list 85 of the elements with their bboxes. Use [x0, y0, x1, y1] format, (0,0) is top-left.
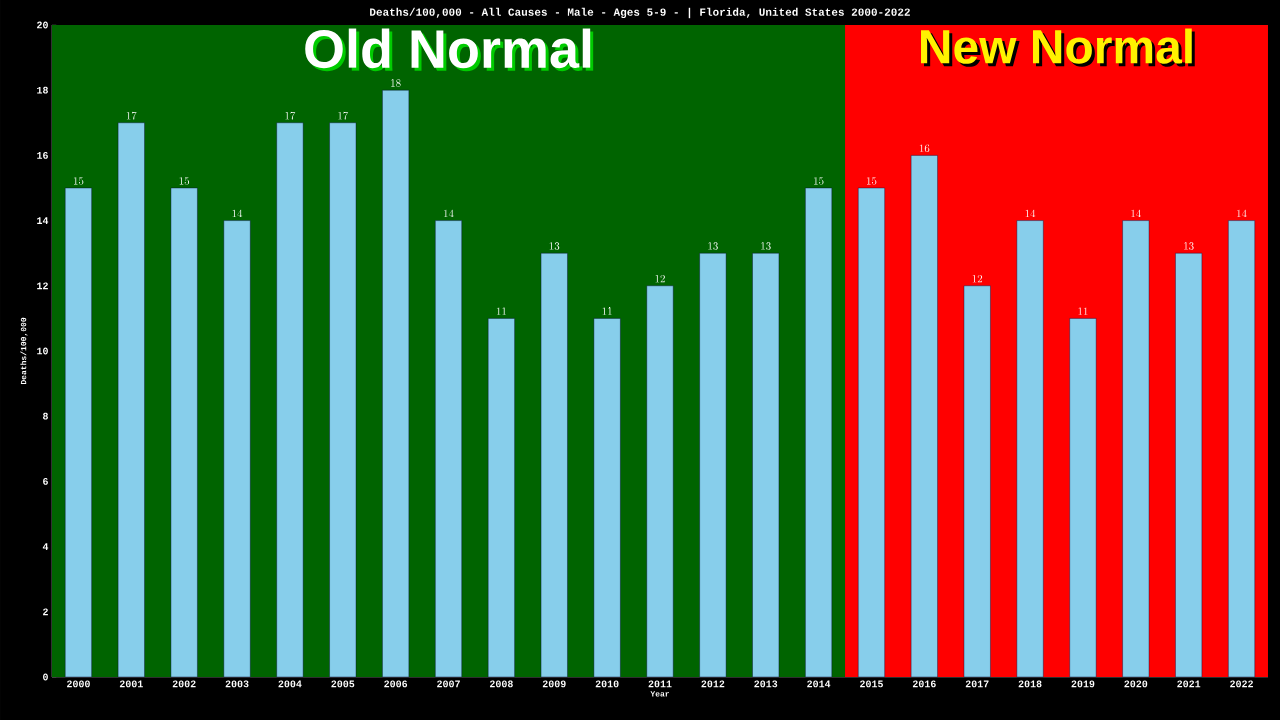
data-label: 14	[1237, 209, 1247, 218]
data-label: 15	[866, 177, 877, 185]
x-tick-label: 2000	[67, 680, 90, 688]
x-axis-title: Year	[650, 691, 670, 697]
x-tick-label: 2003	[225, 680, 249, 688]
x-tick-label: 2018	[1018, 680, 1042, 688]
x-tick-label: 2022	[1230, 680, 1253, 688]
x-tick-label: 2017	[965, 680, 989, 688]
data-label: 13	[708, 242, 718, 250]
bar	[170, 187, 198, 678]
y-tick-label: 0	[43, 673, 48, 681]
x-tick-label: 2015	[860, 680, 883, 688]
x-tick-label: 2010	[595, 680, 619, 688]
x-tick-label: 2007	[437, 680, 460, 688]
bar	[117, 122, 145, 678]
x-tick-label: 2012	[701, 680, 725, 688]
bar	[435, 220, 462, 678]
x-tick-label: 2001	[119, 680, 143, 688]
x-tick-label: 2004	[278, 680, 302, 688]
x-tick-label: 2016	[912, 680, 936, 688]
x-tick-label: 2020	[1124, 680, 1148, 688]
bar	[752, 252, 780, 678]
bar	[382, 89, 410, 678]
bar	[910, 155, 938, 678]
x-tick-label: 2021	[1177, 680, 1201, 688]
data-label: 11	[602, 307, 612, 315]
bar	[1175, 252, 1203, 678]
x-tick-label: 2005	[331, 680, 355, 688]
y-tick-label: 14	[37, 217, 49, 224]
data-label: 17	[126, 111, 137, 120]
bar	[65, 187, 92, 678]
bar	[963, 285, 991, 678]
y-tick-label: 8	[43, 412, 48, 420]
bar	[1122, 220, 1150, 678]
data-label: 13	[761, 242, 771, 250]
x-tick-label: 2009	[542, 680, 566, 688]
bar	[540, 252, 568, 678]
bar	[329, 122, 357, 678]
y-tick-label: 16	[37, 151, 48, 159]
data-label: 13	[549, 242, 560, 250]
x-tick-label: 2008	[489, 680, 513, 688]
bar	[223, 220, 251, 678]
y-tick-label: 10	[37, 347, 48, 355]
y-tick-label: 2	[43, 608, 48, 616]
bar	[276, 122, 304, 678]
bar	[1228, 220, 1255, 678]
bar	[858, 187, 885, 678]
x-tick-label: 2006	[384, 680, 408, 688]
data-label: 14	[444, 209, 454, 218]
data-label: 15	[73, 177, 84, 185]
bar	[1016, 220, 1044, 678]
y-axis-title: Deaths/100,000	[20, 317, 28, 385]
x-tick-label: 2002	[172, 680, 196, 688]
y-tick-label: 4	[42, 543, 49, 550]
chart-title: Deaths/100,000 - All Causes - Male - Ages 5-9 - | Florida, United States 2000-2022	[370, 7, 910, 19]
data-label: 14	[1131, 209, 1141, 218]
band-label: Old Normal	[305, 28, 591, 69]
bar	[805, 187, 833, 678]
y-tick-label: 18	[37, 86, 48, 94]
bar	[1069, 318, 1097, 678]
data-label: 14	[232, 209, 243, 218]
data-label: 16	[919, 144, 930, 153]
x-tick-label: 2011	[648, 680, 672, 688]
bar	[487, 318, 515, 678]
bar	[699, 252, 727, 678]
x-tick-label: 2013	[754, 680, 778, 688]
data-label: 17	[338, 111, 349, 120]
y-tick-label: 6	[43, 477, 48, 485]
data-label: 12	[655, 274, 665, 283]
data-label: 17	[285, 111, 296, 120]
x-tick-label: 2014	[807, 680, 831, 688]
data-label: 14	[1025, 209, 1036, 218]
bar	[593, 318, 621, 678]
band-label: New Normal	[921, 28, 1192, 64]
data-label: 15	[179, 177, 190, 185]
y-tick-label: 20	[37, 21, 48, 29]
data-label: 11	[1078, 307, 1088, 315]
data-label: 18	[391, 79, 401, 87]
x-tick-label: 2019	[1071, 680, 1095, 688]
data-label: 15	[814, 177, 824, 185]
data-label: 11	[496, 307, 506, 315]
data-label: 12	[972, 274, 983, 283]
bar	[646, 285, 674, 678]
data-label: 13	[1184, 242, 1194, 250]
y-tick-label: 12	[37, 282, 48, 290]
